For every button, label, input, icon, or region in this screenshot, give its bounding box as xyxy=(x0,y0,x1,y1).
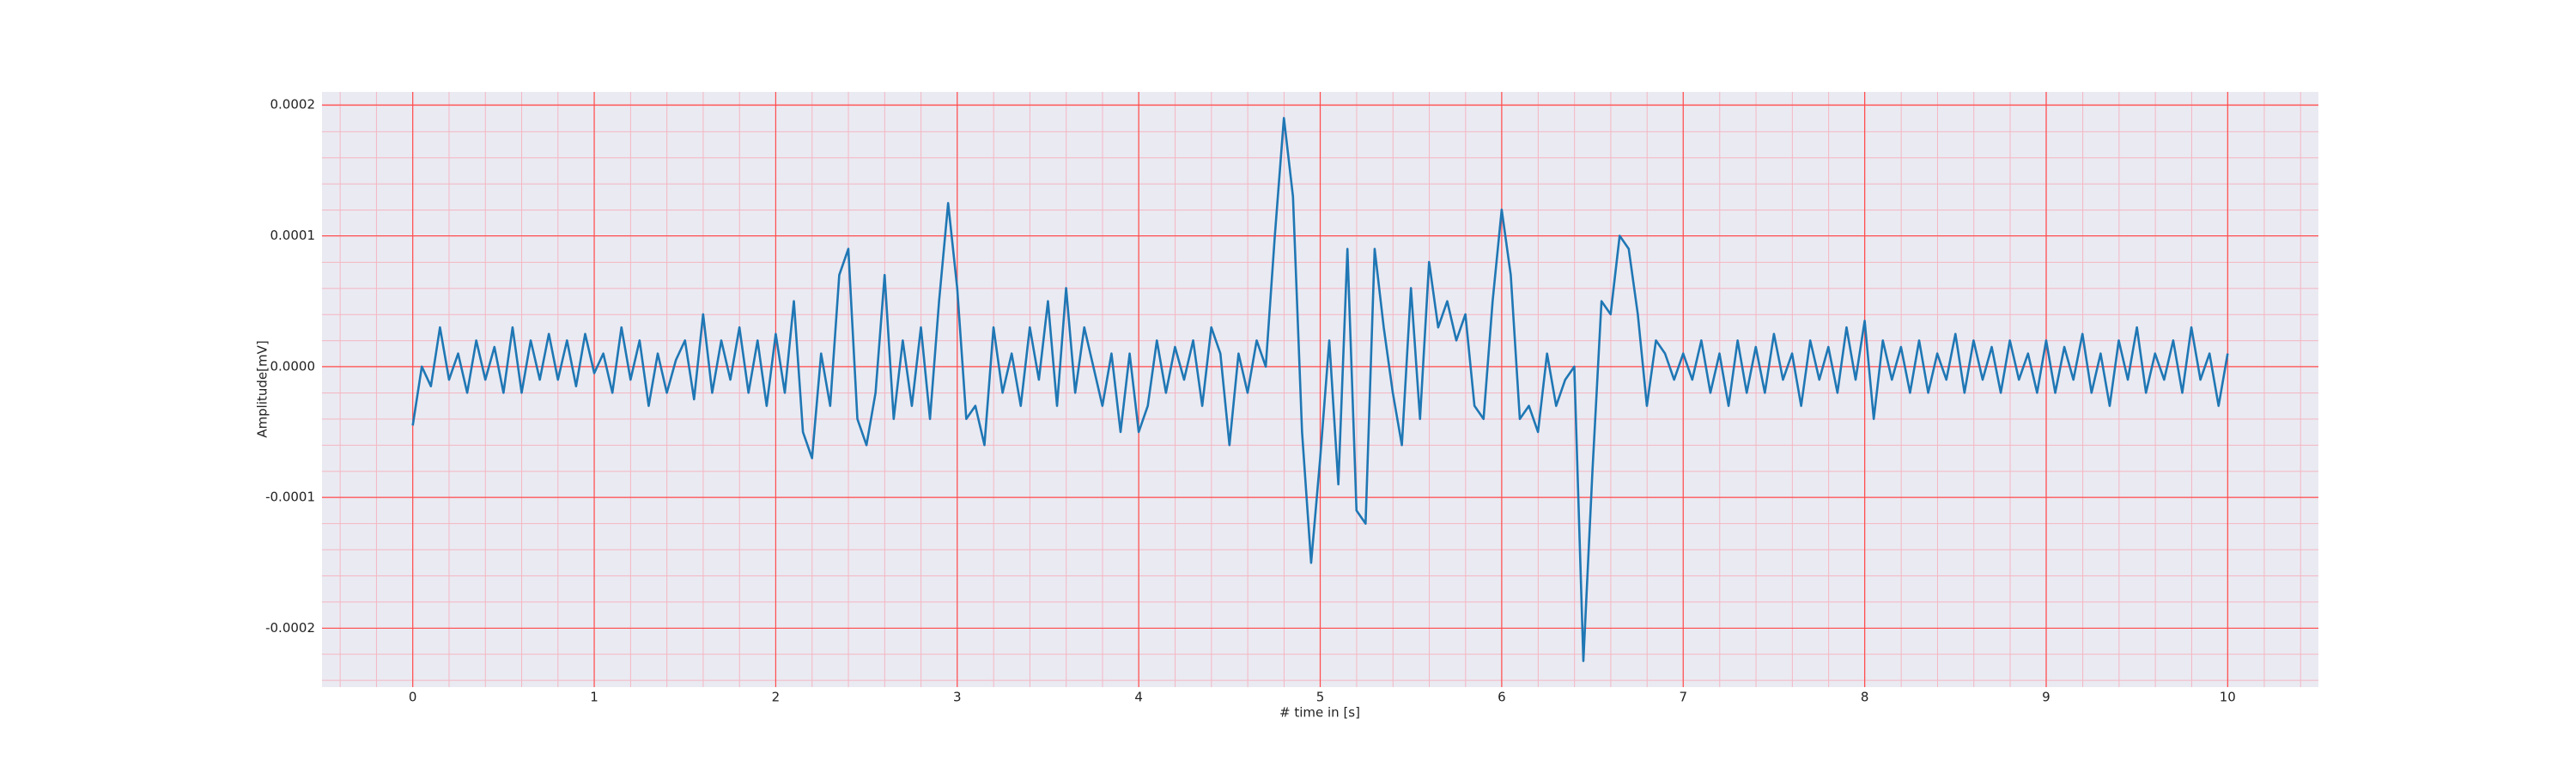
y-tick-label: 0.0002 xyxy=(270,97,316,113)
x-tick-label: 3 xyxy=(953,690,962,705)
x-tick-label: 2 xyxy=(772,690,781,705)
y-tick-label: 0.0001 xyxy=(270,228,316,243)
x-tick-label: 1 xyxy=(590,690,598,705)
y-axis-label: Amplitude[mV] xyxy=(255,340,270,437)
x-tick-label: 0 xyxy=(409,690,417,705)
x-tick-label: 4 xyxy=(1134,690,1143,705)
x-tick-label: 9 xyxy=(2042,690,2050,705)
y-tick-label: 0.0000 xyxy=(270,358,316,374)
x-tick-label: 10 xyxy=(2220,690,2236,705)
labels: # time in [s] Amplitude[mV] 0 1 2 3 4 5 6 7 8 9 10… xyxy=(255,97,2236,721)
marks xyxy=(411,117,2229,662)
x-tick-label: 7 xyxy=(1679,690,1687,705)
y-tick-label: -0.0001 xyxy=(265,490,315,505)
x-axis-label: # time in [s] xyxy=(1279,705,1360,721)
x-tick-label: 6 xyxy=(1498,690,1506,705)
x-tick-label: 5 xyxy=(1316,690,1325,705)
y-tick-label: -0.0002 xyxy=(265,620,315,636)
x-tick-label: 8 xyxy=(1861,690,1869,705)
signal-line xyxy=(411,117,2229,662)
